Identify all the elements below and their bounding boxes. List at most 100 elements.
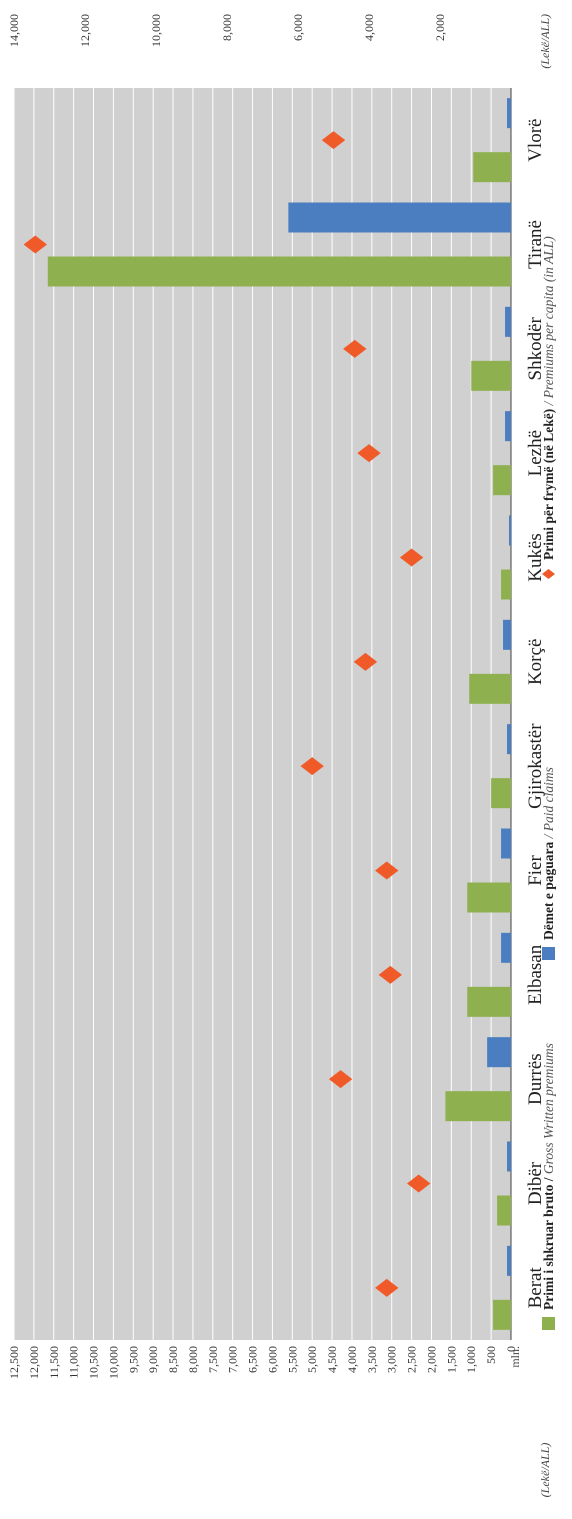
bar-premium-korçë [469,673,511,704]
left-tick-label: 7,500 [206,1346,220,1373]
left-tick-label: 2,000 [424,1346,438,1373]
left-tick-label: 5,500 [285,1346,299,1373]
legend-name: Primi i shkruar bruto / [541,1174,556,1310]
bar-claims-berat [507,1245,511,1276]
category-label: Tiranë [525,220,546,269]
marker-per-capita-korçë [353,652,378,671]
left-tick-label: 0 [504,1346,518,1352]
bar-claims-dibër [507,1141,511,1172]
bar-claims-shkodër [505,306,511,337]
bar-claims-durrës [487,1037,511,1068]
marker-per-capita-lezhë [357,444,381,463]
bar-premium-elbasan [467,986,511,1017]
category-label: Berat [525,1267,546,1309]
left-tick-label: 5,000 [305,1346,319,1373]
left-tick-label: 1,500 [444,1346,458,1373]
right-tick-label: 8,000 [220,14,234,41]
left-tick-label: 2,500 [405,1346,419,1373]
left-tick-label: 12,500 [7,1346,21,1379]
left-tick-label: 11,500 [47,1346,61,1379]
marker-per-capita-tiranë [23,235,47,254]
marker-per-capita-fier [375,861,399,880]
legend-text: Primi i shkruar bruto / Gross Written pr… [541,1043,556,1310]
right-tick-label: 6,000 [291,14,305,41]
category-label: Shkodër [525,316,546,380]
bar-claims-vlorë [507,98,511,129]
category-label: Vlorë [525,119,546,162]
right-tick-label: 14,000 [7,14,21,47]
bar-premium-gjirokastër [491,778,511,809]
category-label: Elbasan [525,944,546,1005]
bar-premium-durrës [445,1091,511,1122]
category-label: Dibër [525,1161,546,1205]
plot-background [14,88,511,1340]
plot-area [13,88,512,1340]
bar-premium-fier [467,882,511,913]
marker-per-capita-berat [375,1278,399,1297]
left-tick-label: 500 [484,1346,498,1364]
right-tick-label: 10,000 [149,14,163,47]
left-tick-label: 4,000 [345,1346,359,1373]
bar-premium-dibër [497,1195,511,1226]
legend-swatch [542,947,555,960]
marker-per-capita-dibër [407,1174,431,1193]
bar-claims-lezhë [505,411,511,442]
category-label: Korçë [525,639,546,685]
bar-premium-berat [493,1299,511,1330]
legend-swatch [542,569,555,579]
category-label: Lezhë [525,430,546,476]
category-label: Fier [525,855,546,886]
right-tick-label: 12,000 [78,14,92,47]
legend-swatch [542,1317,555,1330]
right-tick-label: 4,000 [362,14,376,41]
left-tick-label: 6,000 [265,1346,279,1373]
category-label: Gjirokastër [525,723,546,809]
left-tick-label: 10,500 [87,1346,101,1379]
legend-text: Primi për frymë (në Lekë) / Premiums per… [541,236,556,560]
legend-translation: Paid claims [541,767,556,832]
legend-item: Primi për frymë (në Lekë) / Premiums per… [541,236,556,579]
left-tick-label: 4,500 [325,1346,339,1373]
bar-claims-elbasan [501,932,511,963]
category-label: Durrës [525,1053,546,1105]
marker-per-capita-elbasan [378,965,402,984]
bar-claims-fier [501,828,511,859]
left-tick-label: 3,000 [385,1346,399,1373]
bar-claims-tiranë [288,202,511,233]
left-axis-unit: mln. [508,1346,522,1368]
left-tick-label: 9,000 [146,1346,160,1373]
bar-premium-vlorë [473,152,511,183]
left-tick-label: 10,000 [106,1346,120,1379]
left-tick-label: 6,500 [246,1346,260,1373]
left-tick-label: 11,000 [67,1346,81,1379]
marker-per-capita-gjirokastër [300,757,324,776]
legend-translation: Premiums per capita (in ALL) [541,236,556,399]
legend-separator: / [541,831,556,839]
bar-premium-kukës [501,569,511,600]
marker-per-capita-vlorë [321,131,346,150]
legend-separator: / [541,398,556,406]
bar-premium-tiranë [47,256,512,287]
left-tick-label: 7,000 [226,1346,240,1373]
bar-premium-shkodër [471,360,511,391]
bar-claims-gjirokastër [507,724,511,755]
left-tick-label: 8,500 [166,1346,180,1373]
left-tick-label: 1,000 [464,1346,478,1373]
marker-per-capita-shkodër [343,339,367,358]
marker-per-capita-kukës [399,548,424,567]
category-label: Kukës [525,533,546,582]
marker-per-capita-durrës [328,1070,353,1089]
right-axis-unit: (Lekë/ALL) [538,14,552,69]
bar-claims-kukës [509,515,511,546]
legend-text: Dëmet e paguara / Paid claims [541,767,556,940]
bar-claims-korçë [503,619,511,650]
right-tick-label: 2,000 [433,14,447,41]
left-tick-label: 12,000 [27,1346,41,1379]
left-axis-unit-2: (Lekë/ALL) [538,1443,552,1498]
bar-premium-lezhë [493,465,511,496]
legend-name: Primi për frymë (në Lekë) [541,405,556,560]
legend-translation: Gross Written premiums [541,1043,556,1174]
legend-item: Dëmet e paguara / Paid claims [541,767,556,960]
